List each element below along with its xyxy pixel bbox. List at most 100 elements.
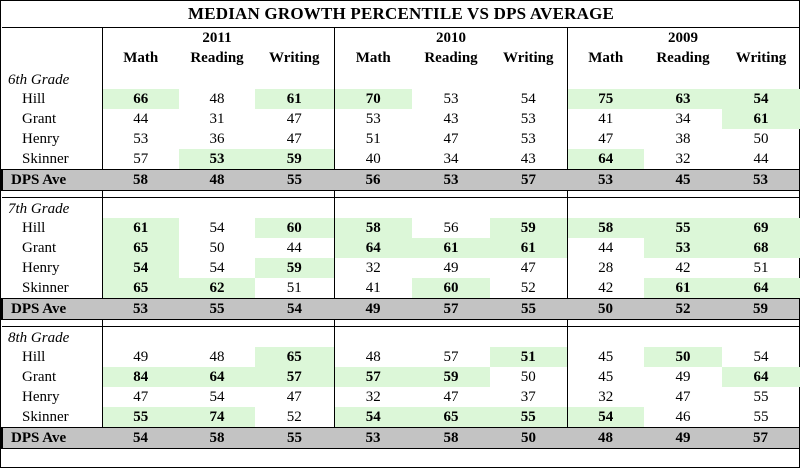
empty-cell <box>179 320 255 327</box>
score-cell: 47 <box>520 259 536 276</box>
average-cell: 53 <box>102 298 179 320</box>
score-cell: 53 <box>520 110 536 127</box>
score-cell: 47 <box>286 130 302 147</box>
score-cell: 47 <box>566 129 644 149</box>
average-label: DPS Ave <box>1 427 102 449</box>
score-cell: 64 <box>179 367 255 387</box>
empty-cell <box>722 326 800 347</box>
average-cell: 54 <box>255 298 334 320</box>
year-header-2009: 2009 <box>668 30 698 46</box>
score-cell: 53 <box>644 238 722 258</box>
empty-cell <box>255 320 334 327</box>
score-cell: 65 <box>412 407 490 428</box>
average-cell: 53 <box>722 169 800 191</box>
score-cell: 32 <box>675 150 691 167</box>
empty-cell <box>101 326 179 347</box>
table-row: Henry 53 36 47 51 47 53 47 38 50 <box>2 129 800 149</box>
grade-row: 6th Grade <box>2 69 800 89</box>
school-name: Hill <box>22 90 46 107</box>
score-cell: 34 <box>675 110 691 127</box>
score-cell: 47 <box>443 130 459 147</box>
table-row: Grant 65 50 44 64 61 61 44 53 68 <box>2 238 800 258</box>
section-spacer <box>2 190 800 198</box>
year-spacer <box>255 28 334 48</box>
table-row: Henry 47 54 47 32 47 37 32 47 55 <box>2 387 800 407</box>
table-row: Hill 66 48 61 70 53 54 75 63 54 <box>2 89 800 109</box>
score-cell: 42 <box>566 278 644 299</box>
average-cell: 54 <box>102 427 179 449</box>
score-cell: 51 <box>333 129 412 149</box>
score-cell: 40 <box>333 149 412 170</box>
subject-header-math-2011: Math <box>101 47 179 69</box>
score-cell: 58 <box>566 218 644 238</box>
subject-header-reading-2011: Reading <box>190 49 244 66</box>
empty-cell <box>566 326 644 347</box>
score-cell: 53 <box>179 149 255 170</box>
school-name: Hill <box>22 348 46 365</box>
score-cell: 65 <box>101 238 179 258</box>
score-cell: 47 <box>675 388 691 405</box>
average-cell: 55 <box>255 427 334 449</box>
score-cell: 50 <box>753 130 769 147</box>
empty-cell <box>255 197 334 218</box>
average-cell: 45 <box>644 169 722 191</box>
score-cell: 44 <box>566 238 644 258</box>
score-cell: 74 <box>179 407 255 428</box>
school-name: Grant <box>22 368 57 385</box>
score-cell: 61 <box>101 218 179 238</box>
empty-cell <box>412 197 490 218</box>
average-cell: 58 <box>412 427 490 449</box>
table-title: MEDIAN GROWTH PERCENTILE VS DPS AVERAGE <box>2 1 800 28</box>
score-cell: 41 <box>333 278 412 299</box>
score-cell: 54 <box>209 219 225 236</box>
score-cell: 34 <box>443 150 459 167</box>
empty-cell <box>333 319 412 327</box>
corner-cell <box>2 28 102 48</box>
average-cell: 48 <box>179 169 255 191</box>
average-cell: 50 <box>567 298 644 320</box>
school-name: Henry <box>22 130 60 147</box>
empty-cell <box>412 191 490 198</box>
empty-cell <box>101 190 179 198</box>
year-spacer <box>722 28 800 48</box>
empty-cell <box>2 320 102 327</box>
year-header-row: 2011 2010 2009 <box>2 27 800 48</box>
score-cell: 65 <box>255 347 334 367</box>
table-row: Skinner 57 53 59 40 34 43 64 32 44 <box>2 149 800 170</box>
empty-cell <box>566 197 644 218</box>
empty-cell <box>644 69 722 89</box>
average-cell: 57 <box>722 427 800 449</box>
score-cell: 58 <box>333 218 412 238</box>
average-cell: 55 <box>179 298 255 320</box>
empty-cell <box>412 69 490 89</box>
score-cell: 63 <box>644 89 722 109</box>
score-cell: 47 <box>101 387 179 407</box>
empty-cell <box>566 190 644 198</box>
score-cell: 32 <box>333 258 412 278</box>
score-cell: 57 <box>255 367 334 387</box>
score-cell: 46 <box>675 408 691 425</box>
average-cell: 56 <box>334 169 412 191</box>
school-name: Skinner <box>22 279 69 296</box>
score-cell: 51 <box>286 279 302 296</box>
score-cell: 57 <box>333 367 412 387</box>
score-cell: 60 <box>255 218 334 238</box>
score-cell: 64 <box>722 367 800 387</box>
score-cell: 59 <box>255 149 334 170</box>
average-cell: 55 <box>490 298 567 320</box>
score-cell: 54 <box>520 90 536 107</box>
score-cell: 49 <box>101 347 179 367</box>
score-cell: 54 <box>209 388 225 405</box>
grade-label: 8th Grade <box>2 326 102 347</box>
score-cell: 62 <box>179 278 255 299</box>
empty-cell <box>566 319 644 327</box>
empty-cell <box>101 197 179 218</box>
average-cell: 57 <box>490 169 567 191</box>
title-row: MEDIAN GROWTH PERCENTILE VS DPS AVERAGE <box>2 1 800 28</box>
empty-cell <box>490 191 567 198</box>
corner-cell <box>2 47 102 69</box>
year-spacer <box>566 27 644 47</box>
empty-cell <box>179 326 255 347</box>
score-cell: 48 <box>209 90 225 107</box>
